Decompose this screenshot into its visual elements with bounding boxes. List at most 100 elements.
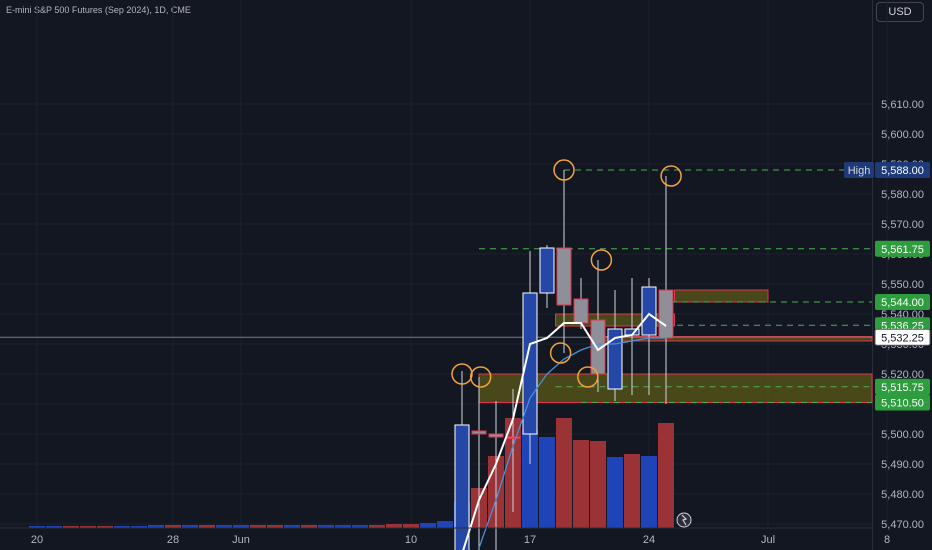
candle-body (539, 247, 555, 294)
high-tag-label: High (848, 165, 871, 177)
volume-bar (658, 423, 674, 528)
logo-bolt (681, 514, 688, 526)
price-tag-bg (875, 378, 930, 395)
volume-bar (233, 525, 249, 528)
x-tick-label: 17 (524, 534, 536, 546)
x-tick-label: 8 (884, 534, 890, 546)
high-tag-bg (844, 162, 874, 178)
volume-bar (267, 525, 283, 528)
candle-body (573, 298, 589, 324)
price-tag-bg (875, 394, 930, 411)
volume-bar (199, 525, 215, 528)
volume-bar (318, 525, 334, 528)
price-tag-label: 5,532.25 (881, 332, 924, 344)
supply-demand-zones (478, 289, 873, 403)
price-tag-bg (875, 162, 930, 178)
y-tick-label: 5,470.00 (881, 519, 924, 531)
candle-body (641, 286, 657, 336)
volume-bar (216, 525, 232, 528)
moving-averages (462, 312, 667, 550)
volume-bar (369, 525, 385, 528)
price-tag-label: 5,561.75 (881, 244, 924, 256)
x-tick-label: 28 (167, 534, 179, 546)
highlight-circles (451, 159, 682, 388)
volume-bar (29, 526, 45, 528)
volume-bar (97, 526, 113, 528)
volume-bar (148, 525, 164, 528)
price-tag-label: 5,515.75 (881, 382, 924, 394)
x-tick-label: 24 (643, 534, 655, 546)
y-tick-label: 5,610.00 (881, 99, 924, 111)
highlight-circle (590, 249, 613, 271)
highlight-circle (549, 342, 572, 364)
candle-body (522, 292, 538, 435)
candle-body (505, 436, 521, 439)
volume-bar (403, 524, 419, 528)
grid (0, 0, 887, 528)
candle-body (454, 424, 470, 550)
volume-bar (556, 418, 572, 528)
candle-body (658, 289, 674, 339)
chart-title: E-mini S&P 500 Futures (Sep 2024), 1D, C… (6, 5, 191, 15)
x-tick-label: 20 (31, 534, 43, 546)
y-tick-label: 5,500.00 (881, 429, 924, 441)
y-tick-label: 5,550.00 (881, 279, 924, 291)
price-tag-bg (875, 240, 930, 257)
volume-bar (114, 526, 130, 528)
ma-blue-line (478, 337, 666, 549)
zone-rect (478, 373, 873, 403)
volume-bar (63, 526, 79, 528)
volume-bar (539, 437, 555, 528)
volume-bar (607, 457, 623, 528)
y-tick-label: 5,570.00 (881, 219, 924, 231)
volume-bar (335, 525, 351, 528)
zone-rect (674, 289, 769, 303)
highlight-circle (577, 366, 599, 388)
x-tick-label: Jun (232, 534, 250, 546)
volume-bar (165, 525, 181, 528)
candle-body (488, 433, 504, 438)
price-tag-label: 5,544.00 (881, 297, 924, 309)
price-tag-bg (875, 294, 930, 310)
horizontal-levels (0, 169, 872, 403)
y-tick-label: 5,520.00 (881, 369, 924, 381)
x-tick-label: 10 (405, 534, 417, 546)
volume-bar (437, 521, 453, 528)
volume-bar (182, 525, 198, 528)
y-tick-label: 5,490.00 (881, 459, 924, 471)
volume-bar (250, 525, 266, 528)
highlight-circle (469, 366, 492, 388)
y-tick-label: 5,580.00 (881, 189, 924, 201)
x-tick-label: Jul (761, 534, 775, 546)
ma-white-line (462, 312, 667, 550)
volume-bar (420, 523, 436, 528)
volume-bar (624, 454, 640, 528)
volume-bar (522, 430, 538, 528)
volume-bar (131, 526, 147, 528)
y-tick-label: 5,480.00 (881, 489, 924, 501)
volume-bar (641, 456, 657, 528)
highlight-circle (553, 159, 575, 181)
time-axis[interactable]: 20 28 Jun 10 17 24 Jul 8 (0, 527, 890, 546)
volume-bar (590, 441, 606, 528)
currency-button[interactable]: USD (876, 2, 924, 22)
volume-bar (386, 524, 402, 528)
volume-bar (80, 526, 96, 528)
volume-bar (573, 440, 589, 528)
price-tag-label: 5,588.00 (881, 165, 924, 177)
volume-bar (301, 525, 317, 528)
price-axis-divider (872, 0, 873, 550)
price-labels: High 5,588.005,561.755,544.005,536.255,53… (844, 162, 931, 411)
candle-body (471, 430, 487, 435)
highlight-circle (660, 165, 682, 187)
y-tick-label: 5,600.00 (881, 129, 924, 141)
volume-bar (46, 526, 62, 528)
candle-body (556, 247, 572, 306)
highlight-circle (451, 363, 473, 385)
price-tag-label: 5,510.50 (881, 398, 924, 410)
price-tag-bg (874, 328, 931, 346)
tradingview-logo-icon[interactable] (676, 512, 692, 528)
volume-bar (284, 525, 300, 528)
volume-bar (352, 525, 368, 528)
